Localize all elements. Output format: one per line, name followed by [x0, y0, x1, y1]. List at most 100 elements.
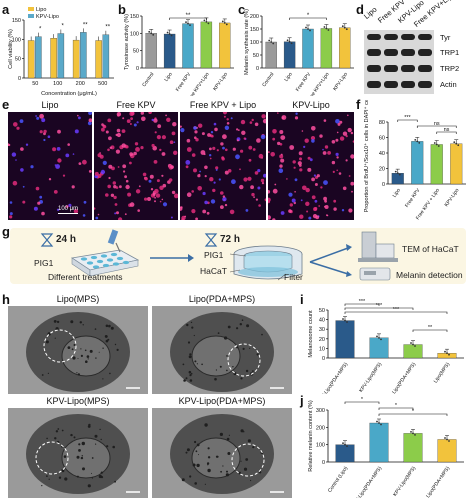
- cell-dot: [279, 154, 284, 159]
- data-point: [416, 140, 419, 143]
- tem-granule: [114, 343, 117, 346]
- cell-dot: [350, 154, 354, 159]
- bar: [335, 444, 355, 463]
- x-tick-label: 100: [53, 81, 62, 87]
- tem-granule: [94, 328, 97, 330]
- cell-dot: [198, 123, 203, 128]
- bar: [335, 320, 355, 359]
- tem-granule: [227, 325, 231, 329]
- tem-granule: [58, 476, 62, 479]
- cell-dot: [116, 128, 121, 133]
- cell-dot: [220, 191, 224, 195]
- fluor-scale-label: 100 μm: [58, 206, 79, 214]
- significance-mark: **: [83, 22, 88, 28]
- data-point: [453, 141, 456, 144]
- cell-dot: [148, 112, 152, 114]
- tem-granule: [191, 326, 194, 329]
- y-tick-label: 100: [250, 40, 259, 46]
- cell-dot: [239, 168, 241, 171]
- significance-mark: **: [428, 325, 433, 331]
- tem-granule: [73, 344, 76, 346]
- cell-dot: [170, 165, 174, 169]
- cell-dot: [331, 140, 336, 144]
- cell-dot: [316, 174, 320, 178]
- data-point: [446, 438, 448, 441]
- data-point: [170, 34, 173, 37]
- tem-granule: [53, 320, 57, 323]
- tem-highlight-circle: [231, 443, 265, 477]
- cell-dot: [326, 214, 328, 217]
- cell-dot: [270, 152, 275, 157]
- tem-granule: [77, 373, 80, 376]
- cell-dot: [215, 168, 218, 171]
- cell-dot: [311, 195, 316, 200]
- cell-dot: [148, 179, 152, 183]
- y-tick-label: 0: [322, 460, 325, 466]
- tem-granule: [224, 336, 228, 340]
- cell-dot: [22, 200, 26, 204]
- fluorescence-image-lipo: [8, 112, 92, 220]
- cell-dot: [154, 131, 157, 134]
- cell-dot: [11, 152, 17, 157]
- tem-granule: [207, 456, 211, 459]
- cell-dot: [39, 130, 43, 134]
- blot-row-label: TRP2: [440, 64, 460, 73]
- cell-dot: [35, 186, 40, 191]
- tem-granule: [185, 451, 188, 454]
- cell-dot: [336, 169, 338, 172]
- cell-dot: [129, 112, 135, 117]
- cell-dot: [222, 146, 225, 150]
- fluor-title: KPV-Lipo: [292, 100, 330, 110]
- cell-dot: [72, 153, 75, 155]
- cell-dot: [147, 197, 151, 201]
- legend-swatch: [28, 7, 34, 11]
- tem-granule: [217, 332, 220, 334]
- cell-dot: [82, 159, 87, 165]
- cell-dot: [220, 142, 224, 146]
- tem-granule: [236, 327, 239, 330]
- blot-row-label: Tyr: [440, 33, 451, 42]
- bar: [50, 38, 57, 79]
- y-tick-label: 0: [136, 66, 139, 72]
- tem-granule: [245, 369, 249, 373]
- data-point: [380, 338, 382, 341]
- tem-granule: [54, 437, 57, 440]
- tem-granule: [76, 475, 79, 478]
- fluor-title: Free KPV + Lipo: [189, 100, 257, 110]
- tem-granule: [189, 374, 192, 377]
- cell-dot: [323, 119, 327, 122]
- cell-dot: [261, 114, 266, 119]
- tem-granule: [189, 475, 192, 478]
- tem-granule: [250, 479, 252, 482]
- cell-dot: [278, 168, 284, 173]
- cell-dot: [322, 151, 327, 155]
- cell-dot: [350, 181, 354, 186]
- cell-dot: [216, 149, 219, 152]
- tem-granule: [182, 363, 185, 366]
- cell-dot: [222, 134, 227, 140]
- cell-dot: [324, 145, 329, 149]
- cell-dot: [210, 199, 216, 204]
- cell-dot: [229, 209, 235, 215]
- cell-dot: [241, 130, 246, 135]
- tem-granule: [232, 366, 234, 368]
- significance-mark: *: [39, 27, 42, 33]
- cell-dot: [232, 147, 236, 151]
- tem-granule: [112, 445, 115, 449]
- cell-dot: [107, 184, 111, 189]
- cell-dot: [159, 185, 164, 190]
- data-point: [343, 26, 346, 29]
- cell-dot: [338, 172, 342, 175]
- cell-dot: [97, 174, 102, 178]
- data-point: [346, 321, 348, 323]
- cell-dot: [307, 156, 311, 160]
- tem-granule: [194, 360, 197, 363]
- tem-granule: [227, 452, 231, 455]
- panel-label-j: j: [300, 393, 304, 408]
- tem-granule: [45, 340, 49, 344]
- cell-dot: [99, 152, 101, 154]
- tem-granule: [76, 372, 78, 374]
- significance-mark: ***: [404, 115, 411, 121]
- cell-dot: [154, 196, 156, 199]
